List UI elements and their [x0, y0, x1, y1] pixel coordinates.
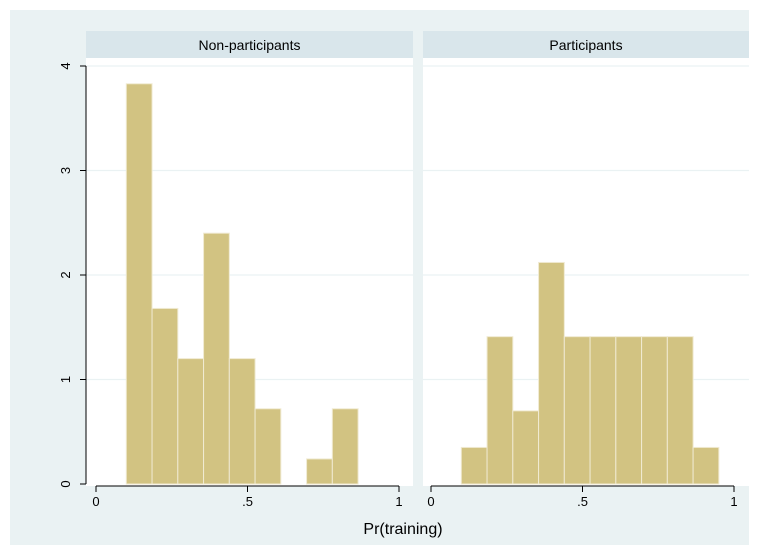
x-tick-label-2-1: .5 — [577, 494, 588, 509]
x-tick-label-2-2: 1 — [730, 494, 737, 509]
panel-title-1: Non-participants — [199, 37, 301, 53]
panel-header-1 — [86, 31, 413, 58]
histogram-bar-2-3 — [512, 410, 540, 485]
panel-header-2 — [423, 31, 749, 58]
x-tick-label-1-1: .5 — [242, 494, 253, 509]
histogram-bar-1-6 — [254, 408, 282, 485]
y-tick-label-0: 0 — [58, 480, 73, 487]
histogram-bar-1-5 — [228, 358, 256, 485]
histogram-bar-2-1 — [460, 446, 488, 485]
x-axis-title: Pr(training) — [363, 521, 442, 538]
panel-title-2: Participants — [549, 37, 622, 53]
histogram-bar-2-2 — [486, 336, 514, 485]
y-tick-label-2: 2 — [58, 271, 73, 278]
y-tick-label-1: 1 — [58, 376, 73, 383]
x-tick-label-1-0: 0 — [92, 494, 99, 509]
histogram-bar-1-9 — [331, 408, 359, 485]
y-tick-label-4: 4 — [58, 62, 73, 69]
histogram-bar-2-9 — [666, 336, 694, 485]
histogram-bar-2-5 — [563, 336, 591, 485]
x-tick-label-2-0: 0 — [427, 494, 434, 509]
histogram-bar-1-1 — [125, 83, 153, 485]
y-tick-label-3: 3 — [58, 167, 73, 174]
histogram-bar-1-3 — [177, 358, 205, 485]
histogram-bar-2-6 — [589, 336, 617, 485]
x-tick-label-1-2: 1 — [395, 494, 402, 509]
histogram-bar-2-10 — [692, 446, 720, 485]
histogram-bar-1-8 — [306, 458, 333, 485]
histogram-bar-1-4 — [203, 232, 230, 485]
histogram-bar-2-7 — [615, 336, 643, 485]
histogram-bar-2-8 — [641, 336, 668, 485]
histogram-bar-1-2 — [151, 307, 179, 485]
histogram-bar-2-4 — [538, 261, 565, 485]
